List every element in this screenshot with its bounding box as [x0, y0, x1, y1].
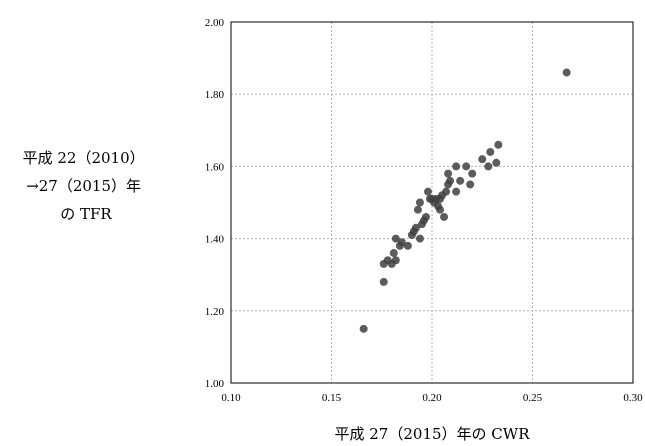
y-axis-title-line-2: →27（2015）年: [26, 177, 141, 195]
y-axis-title-line-3: の TFR: [60, 205, 112, 223]
scatter-point: [391, 256, 400, 265]
y-axis-ticks: 1.00 1.20 1.40 1.60 1.80 2.00: [205, 17, 225, 390]
scatter-point: [466, 180, 475, 189]
scatter-point: [359, 324, 368, 333]
grid-lines: [231, 22, 633, 383]
scatter-point: [562, 68, 571, 77]
x-axis-ticks: 0.10 0.15 0.20 0.25 0.30: [221, 392, 643, 404]
scatter-point: [468, 169, 477, 178]
scatter-point: [411, 223, 420, 232]
scatter-point: [415, 198, 424, 207]
scatter-point: [446, 176, 455, 185]
x-tick-label: 0.30: [623, 392, 643, 404]
y-tick-label: 1.80: [205, 89, 225, 101]
scatter-point: [389, 249, 398, 258]
y-tick-label: 1.20: [205, 306, 225, 318]
scatter-point: [478, 155, 487, 164]
plot-area-frame: [230, 21, 634, 384]
scatter-point: [444, 169, 453, 178]
y-tick-label: 1.00: [205, 378, 225, 390]
scatter-point: [492, 158, 501, 167]
scatter-point: [421, 212, 430, 221]
y-tick-label: 2.00: [205, 17, 225, 29]
x-tick-label: 0.25: [523, 392, 543, 404]
x-axis-title: 平成 27（2015）年の CWR: [335, 425, 531, 443]
y-axis-title-line-1: 平成 22（2010）: [23, 149, 145, 167]
x-tick-label: 0.15: [322, 392, 342, 404]
scatter-point: [436, 205, 445, 214]
scatter-point: [379, 277, 388, 286]
scatter-point: [415, 234, 424, 243]
scatter-point: [486, 147, 495, 156]
scatter-point: [413, 205, 422, 214]
scatter-point: [452, 187, 461, 196]
scatter-point: [440, 212, 449, 221]
y-tick-label: 1.40: [205, 234, 225, 246]
scatter-point: [462, 162, 471, 171]
x-tick-label: 0.10: [221, 392, 241, 404]
scatter-point: [442, 187, 451, 196]
y-tick-label: 1.60: [205, 161, 225, 173]
scatter-point: [423, 187, 432, 196]
y-axis-title: 平成 22（2010） →27（2015）年 の TFR: [23, 149, 150, 223]
scatter-point: [403, 241, 412, 250]
scatter-point: [456, 176, 465, 185]
scatter-point: [484, 162, 493, 171]
scatter-point: [391, 234, 400, 243]
x-tick-label: 0.20: [422, 392, 442, 404]
scatter-point: [452, 162, 461, 171]
scatter-point: [494, 140, 503, 149]
data-points: [359, 68, 571, 333]
scatter-point: [397, 238, 406, 247]
